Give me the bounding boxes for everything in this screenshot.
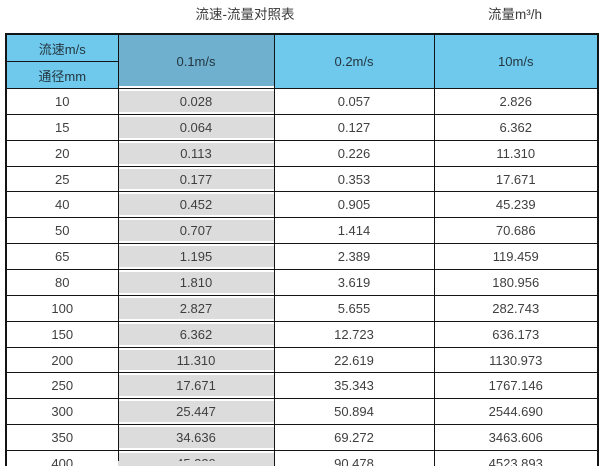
table-row: 150 6.362 12.723 636.173 bbox=[5, 320, 599, 348]
flow-value-cell: 2.389 bbox=[273, 243, 435, 271]
diameter-cell: 200 bbox=[5, 346, 119, 374]
flow-value-cell: 119.459 bbox=[433, 243, 599, 271]
flow-rate-table: 流速m/s 0.1m/s 0.2m/s 10m/s 通径mm 10 0.028 0.… bbox=[5, 33, 599, 466]
diameter-cell: 400 bbox=[5, 450, 119, 466]
header-row-top: 流速m/s 0.1m/s 0.2m/s 10m/s bbox=[5, 33, 599, 89]
flow-value-cell: 2.826 bbox=[433, 88, 599, 115]
corner-diameter-label: 通径mm bbox=[5, 61, 119, 89]
flow-value-cell: 45.239 bbox=[433, 191, 599, 219]
flow-value-cell: 90.478 bbox=[273, 450, 435, 466]
flow-value-cell: 11.310 bbox=[117, 346, 275, 374]
flow-value-cell: 70.686 bbox=[433, 217, 599, 245]
diameter-cell: 50 bbox=[5, 217, 119, 245]
flow-value-cell: 0.177 bbox=[117, 165, 275, 193]
gray-column-overhang bbox=[118, 461, 273, 466]
flow-value-cell: 25.447 bbox=[117, 398, 275, 426]
flow-value-cell: 50.894 bbox=[273, 398, 435, 426]
flow-value-cell: 4523.893 bbox=[433, 450, 599, 466]
corner-velocity-label: 流速m/s bbox=[5, 33, 119, 62]
flow-value-cell: 5.655 bbox=[273, 294, 435, 322]
flow-value-cell: 1130.973 bbox=[433, 346, 599, 374]
flow-value-cell: 1767.146 bbox=[433, 372, 599, 400]
flow-value-cell: 2544.690 bbox=[433, 398, 599, 426]
diameter-cell: 350 bbox=[5, 424, 119, 452]
table-row: 200 11.310 22.619 1130.973 bbox=[5, 346, 599, 374]
flow-value-cell: 1.195 bbox=[117, 243, 275, 271]
flow-value-cell: 6.362 bbox=[433, 113, 599, 141]
flow-value-cell: 69.272 bbox=[273, 424, 435, 452]
table-row: 40 0.452 0.905 45.239 bbox=[5, 191, 599, 219]
flow-value-cell: 35.343 bbox=[273, 372, 435, 400]
page-title: 流速-流量对照表 bbox=[195, 7, 295, 22]
flow-value-cell: 17.671 bbox=[117, 372, 275, 400]
diameter-cell: 40 bbox=[5, 191, 119, 219]
flow-value-cell: 12.723 bbox=[273, 320, 435, 348]
diameter-cell: 300 bbox=[5, 398, 119, 426]
diameter-cell: 150 bbox=[5, 320, 119, 348]
diameter-cell: 100 bbox=[5, 294, 119, 322]
flow-value-cell: 0.905 bbox=[273, 191, 435, 219]
flow-value-cell: 180.956 bbox=[433, 269, 599, 296]
flow-value-cell: 34.636 bbox=[117, 424, 275, 452]
flow-value-cell: 11.310 bbox=[433, 139, 599, 167]
column-header-10ms: 10m/s bbox=[433, 33, 599, 89]
table-row: 20 0.113 0.226 11.310 bbox=[5, 139, 599, 167]
flow-value-cell: 0.064 bbox=[117, 113, 275, 141]
flow-value-cell: 0.707 bbox=[117, 217, 275, 245]
diameter-cell: 15 bbox=[5, 113, 119, 141]
flow-value-cell: 0.028 bbox=[117, 88, 275, 115]
diameter-cell: 20 bbox=[5, 139, 119, 167]
header-row-bottom: 通径mm bbox=[5, 61, 598, 89]
table-row: 50 0.707 1.414 70.686 bbox=[5, 217, 599, 245]
diameter-cell: 65 bbox=[5, 243, 119, 271]
flow-value-cell: 0.113 bbox=[117, 139, 275, 167]
flow-value-cell: 22.619 bbox=[273, 346, 435, 374]
flow-value-cell: 6.362 bbox=[117, 320, 275, 348]
flow-value-cell: 282.743 bbox=[433, 294, 599, 322]
table-row: 25 0.177 0.353 17.671 bbox=[5, 165, 599, 193]
flow-value-cell: 0.127 bbox=[273, 113, 435, 141]
flow-value-cell: 0.057 bbox=[273, 88, 435, 115]
table-header: 流速m/s 0.1m/s 0.2m/s 10m/s 通径mm bbox=[5, 33, 599, 89]
flow-value-cell: 1.414 bbox=[273, 217, 435, 245]
flow-unit-label: 流量m³/h bbox=[488, 7, 542, 22]
flow-value-cell: 3.619 bbox=[273, 269, 435, 296]
diameter-cell: 250 bbox=[5, 372, 119, 400]
diameter-cell: 80 bbox=[5, 269, 119, 296]
column-header-0_1ms: 0.1m/s bbox=[117, 33, 275, 89]
flow-value-cell: 636.173 bbox=[433, 320, 599, 348]
flow-value-cell: 3463.606 bbox=[433, 424, 599, 452]
column-header-0_2ms: 0.2m/s bbox=[273, 33, 435, 89]
diameter-cell: 25 bbox=[5, 165, 119, 193]
table-row: 100 2.827 5.655 282.743 bbox=[5, 294, 599, 322]
table-body: 10 0.028 0.057 2.826 15 0.064 0.127 6.362 20 0.11… bbox=[5, 88, 599, 466]
table-row: 300 25.447 50.894 2544.690 bbox=[5, 398, 599, 426]
table-row: 350 34.636 69.272 3463.606 bbox=[5, 424, 599, 452]
diameter-cell: 10 bbox=[5, 88, 119, 115]
table-row: 15 0.064 0.127 6.362 bbox=[5, 113, 599, 141]
flow-value-cell: 0.452 bbox=[117, 191, 275, 219]
flow-value-cell: 0.353 bbox=[273, 165, 435, 193]
table-row: 65 1.195 2.389 119.459 bbox=[5, 243, 599, 271]
flow-value-cell: 1.810 bbox=[117, 269, 275, 296]
table-row: 250 17.671 35.343 1767.146 bbox=[5, 372, 599, 400]
flow-value-cell: 17.671 bbox=[433, 165, 599, 193]
flow-value-cell: 2.827 bbox=[117, 294, 275, 322]
table-row: 10 0.028 0.057 2.826 bbox=[5, 88, 599, 115]
flow-value-cell: 0.226 bbox=[273, 139, 435, 167]
table-row: 80 1.810 3.619 180.956 bbox=[5, 269, 599, 296]
